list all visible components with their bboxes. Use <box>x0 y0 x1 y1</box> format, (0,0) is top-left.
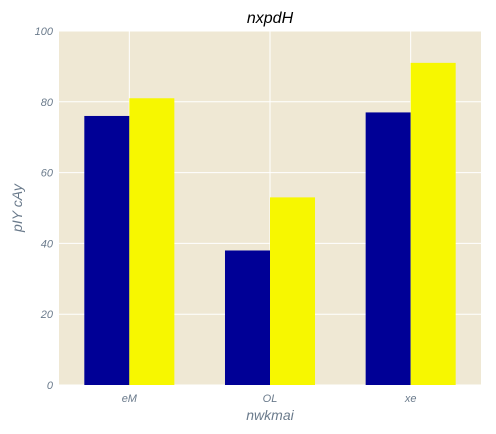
bar <box>224 250 270 385</box>
bars <box>84 62 456 386</box>
x-tick-label: eM <box>122 393 138 405</box>
x-ticks: eM OL xe <box>122 393 417 405</box>
bar <box>84 115 130 386</box>
y-ticks: 0 20 40 60 80 100 <box>35 26 54 392</box>
bar <box>410 62 456 386</box>
bar <box>129 98 175 385</box>
y-tick-label: 60 <box>41 168 54 180</box>
bar <box>365 112 411 386</box>
x-tick-label: xe <box>404 393 417 405</box>
y-tick-label: 40 <box>41 238 54 250</box>
y-tick-label: 0 <box>47 380 54 392</box>
y-tick-label: 80 <box>41 97 54 109</box>
y-axis-label: pIY cAy <box>9 183 25 233</box>
chart-title: nxpdH <box>247 10 294 27</box>
bar <box>270 197 316 385</box>
x-tick-label: OL <box>263 393 278 405</box>
y-tick-label: 100 <box>35 26 54 38</box>
y-tick-label: 20 <box>40 309 54 321</box>
x-axis-label: nwkmai <box>246 407 294 423</box>
